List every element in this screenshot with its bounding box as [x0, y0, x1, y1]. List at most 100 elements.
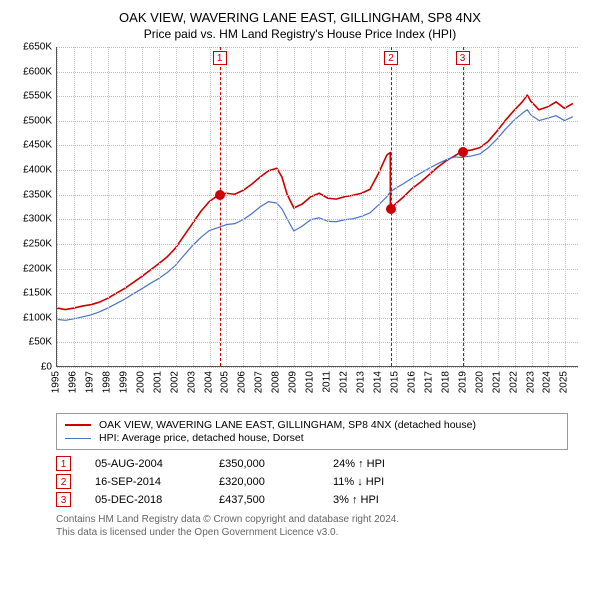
x-tick-label: 2023: [525, 371, 536, 393]
footnote: Contains HM Land Registry data © Crown c…: [56, 513, 588, 539]
gridline-v: [159, 47, 160, 366]
event-row: 105-AUG-2004£350,00024% ↑ HPI: [56, 456, 568, 471]
x-tick-label: 2005: [220, 371, 231, 393]
y-tick-label: £250K: [23, 238, 52, 249]
gridline-v: [277, 47, 278, 366]
x-tick-label: 2010: [305, 371, 316, 393]
event-row-price: £437,500: [219, 494, 309, 506]
gridline-h: [57, 96, 578, 97]
gridline-v: [430, 47, 431, 366]
gridline-v: [345, 47, 346, 366]
event-row-badge: 1: [56, 456, 71, 471]
gridline-v: [226, 47, 227, 366]
x-tick-label: 2015: [389, 371, 400, 393]
x-tick-label: 2001: [152, 371, 163, 393]
gridline-h: [57, 195, 578, 196]
event-row: 305-DEC-2018£437,5003% ↑ HPI: [56, 492, 568, 507]
gridline-h: [57, 318, 578, 319]
legend-label: HPI: Average price, detached house, Dors…: [99, 432, 304, 444]
series-property: [57, 95, 573, 310]
x-tick-label: 2004: [203, 371, 214, 393]
x-tick-label: 2006: [237, 371, 248, 393]
event-marker: [458, 147, 468, 157]
x-tick-label: 2011: [322, 371, 333, 393]
y-tick-label: £550K: [23, 91, 52, 102]
x-tick-label: 1995: [51, 371, 62, 393]
legend-label: OAK VIEW, WAVERING LANE EAST, GILLINGHAM…: [99, 419, 476, 431]
y-axis: £0£50K£100K£150K£200K£250K£300K£350K£400…: [12, 47, 56, 367]
event-line: [220, 47, 221, 366]
gridline-h: [57, 293, 578, 294]
x-tick-label: 2016: [406, 371, 417, 393]
event-row-date: 16-SEP-2014: [95, 476, 195, 488]
event-row-badge: 2: [56, 474, 71, 489]
gridline-h: [57, 244, 578, 245]
x-tick-label: 2022: [508, 371, 519, 393]
y-tick-label: £500K: [23, 115, 52, 126]
gridline-v: [548, 47, 549, 366]
event-row-price: £320,000: [219, 476, 309, 488]
gridline-v: [193, 47, 194, 366]
gridline-h: [57, 47, 578, 48]
event-row: 2 16-SEP-2014 £320,000 11% ↓ HPI: [56, 474, 568, 489]
x-tick-label: 1997: [84, 371, 95, 393]
x-tick-label: 2007: [254, 371, 265, 393]
chart-title: OAK VIEW, WAVERING LANE EAST, GILLINGHAM…: [12, 10, 588, 25]
gridline-v: [243, 47, 244, 366]
x-tick-label: 2014: [373, 371, 384, 393]
gridline-h: [57, 121, 578, 122]
event-line: [463, 47, 464, 366]
x-tick-label: 1996: [67, 371, 78, 393]
y-tick-label: £650K: [23, 42, 52, 53]
event-badge: 1: [213, 51, 227, 65]
x-tick-label: 2021: [491, 371, 502, 393]
gridline-v: [108, 47, 109, 366]
y-tick-label: £150K: [23, 288, 52, 299]
x-tick-label: 2009: [288, 371, 299, 393]
x-tick-label: 2020: [474, 371, 485, 393]
y-tick-label: £100K: [23, 312, 52, 323]
x-tick-label: 2008: [271, 371, 282, 393]
x-tick-label: 1999: [118, 371, 129, 393]
x-tick-label: 2000: [135, 371, 146, 393]
gridline-v: [294, 47, 295, 366]
series-hpi: [57, 110, 573, 321]
x-tick-label: 2024: [542, 371, 553, 393]
y-tick-label: £600K: [23, 66, 52, 77]
x-tick-label: 2018: [440, 371, 451, 393]
gridline-h: [57, 342, 578, 343]
gridline-v: [498, 47, 499, 366]
x-tick-label: 2019: [457, 371, 468, 393]
gridline-v: [362, 47, 363, 366]
plot-area: 123: [56, 47, 578, 367]
gridline-v: [210, 47, 211, 366]
y-tick-label: £50K: [29, 337, 52, 348]
event-badge: 2: [384, 51, 398, 65]
x-tick-label: 2025: [559, 371, 570, 393]
gridline-h: [57, 72, 578, 73]
gridline-v: [74, 47, 75, 366]
event-row-delta: 24% ↑ HPI: [333, 458, 433, 470]
event-row-delta: 11% ↓ HPI: [333, 476, 433, 488]
legend-row: HPI: Average price, detached house, Dors…: [65, 432, 559, 444]
event-row-date: 05-DEC-2018: [95, 494, 195, 506]
y-tick-label: £200K: [23, 263, 52, 274]
chart-container: OAK VIEW, WAVERING LANE EAST, GILLINGHAM…: [0, 0, 600, 545]
event-marker: [215, 190, 225, 200]
event-row-date: 05-AUG-2004: [95, 458, 195, 470]
gridline-v: [125, 47, 126, 366]
legend-row: OAK VIEW, WAVERING LANE EAST, GILLINGHAM…: [65, 419, 559, 431]
gridline-v: [396, 47, 397, 366]
gridline-v: [328, 47, 329, 366]
gridline-v: [57, 47, 58, 366]
gridline-v: [311, 47, 312, 366]
gridline-v: [91, 47, 92, 366]
y-tick-label: £450K: [23, 140, 52, 151]
gridline-v: [532, 47, 533, 366]
y-tick-label: £400K: [23, 165, 52, 176]
event-row-delta: 3% ↑ HPI: [333, 494, 433, 506]
events-table: 105-AUG-2004£350,00024% ↑ HPI216-SEP-201…: [56, 456, 568, 507]
gridline-v: [176, 47, 177, 366]
x-tick-label: 1998: [101, 371, 112, 393]
legend-swatch: [65, 438, 91, 439]
